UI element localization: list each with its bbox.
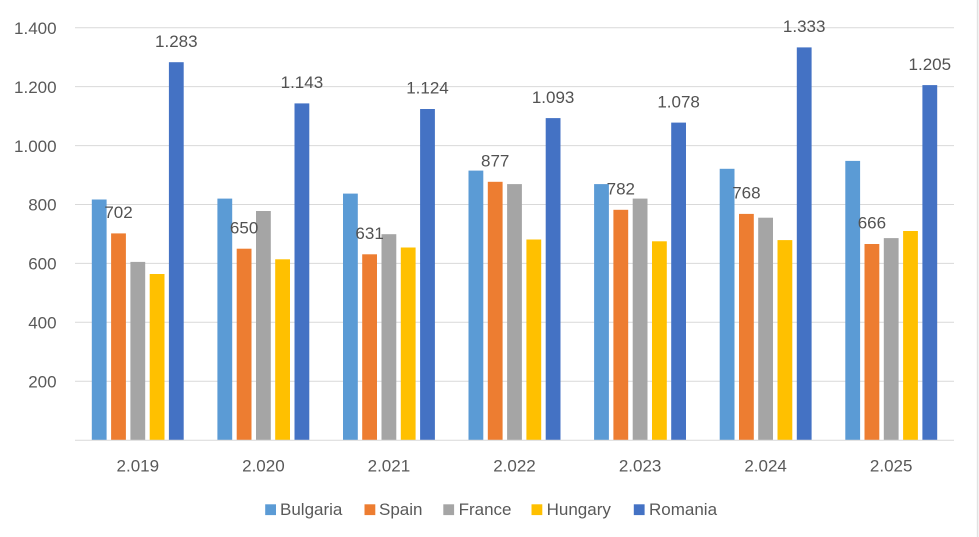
- svg-text:1.124: 1.124: [406, 79, 449, 98]
- svg-text:1.400: 1.400: [14, 19, 57, 38]
- svg-text:1.205: 1.205: [909, 55, 952, 74]
- svg-text:1.078: 1.078: [657, 92, 700, 111]
- svg-text:1.200: 1.200: [14, 78, 57, 97]
- svg-text:Spain: Spain: [379, 500, 422, 519]
- svg-text:782: 782: [607, 180, 635, 199]
- svg-text:Hungary: Hungary: [547, 500, 612, 519]
- svg-text:600: 600: [28, 255, 56, 274]
- svg-text:Romania: Romania: [649, 500, 718, 519]
- svg-text:2.022: 2.022: [493, 457, 536, 476]
- svg-text:2.021: 2.021: [368, 457, 411, 476]
- svg-text:1.283: 1.283: [155, 32, 198, 51]
- svg-text:200: 200: [28, 373, 56, 392]
- svg-text:768: 768: [732, 184, 760, 203]
- svg-text:702: 702: [104, 203, 132, 222]
- svg-text:650: 650: [230, 218, 258, 237]
- svg-text:1.093: 1.093: [532, 88, 575, 107]
- svg-text:Bulgaria: Bulgaria: [280, 500, 343, 519]
- svg-text:400: 400: [28, 314, 56, 333]
- svg-text:2.024: 2.024: [744, 457, 787, 476]
- svg-text:877: 877: [481, 152, 509, 171]
- svg-text:2.025: 2.025: [870, 457, 913, 476]
- svg-text:2.019: 2.019: [117, 457, 160, 476]
- svg-text:2.020: 2.020: [242, 457, 285, 476]
- svg-text:631: 631: [355, 224, 383, 243]
- svg-text:666: 666: [858, 214, 886, 233]
- svg-text:800: 800: [28, 196, 56, 215]
- svg-text:1.333: 1.333: [783, 17, 826, 36]
- svg-text:1.143: 1.143: [281, 73, 324, 92]
- svg-text:2.023: 2.023: [619, 457, 662, 476]
- svg-text:1.000: 1.000: [14, 137, 57, 156]
- svg-text:France: France: [459, 500, 512, 519]
